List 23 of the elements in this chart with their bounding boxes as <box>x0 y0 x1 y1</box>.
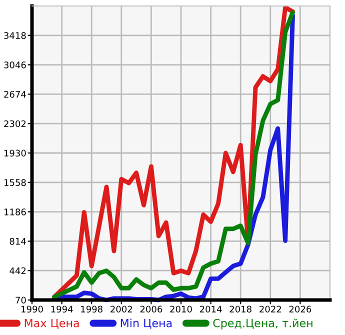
legend-label: Min Цена <box>120 318 172 329</box>
y-tick-label: 814 <box>10 238 26 245</box>
x-tick-label: 2010 <box>170 306 192 313</box>
y-tick-label: 3046 <box>4 62 26 68</box>
x-tick-label: 2022 <box>260 306 281 313</box>
y-tick-label: 2302 <box>4 120 26 128</box>
x-tick-label: 2002 <box>110 306 132 313</box>
x-tick-label: 2026 <box>289 306 312 313</box>
y-tick-label: 1558 <box>4 179 26 186</box>
x-tick-label: 2014 <box>200 306 222 313</box>
y-tick-label: 3418 <box>4 32 26 39</box>
x-tick-label: 1998 <box>81 306 102 313</box>
legend-label: Сред.Цена, т.йен <box>213 318 312 330</box>
x-tick-label: 2006 <box>140 306 162 313</box>
y-tick-label: 2674 <box>4 90 26 98</box>
y-tick-label: 70 <box>16 296 26 304</box>
x-tick-label: 1990 <box>22 306 43 313</box>
x-tick-label: 1994 <box>51 306 73 313</box>
x-tick-label: 2018 <box>230 306 252 313</box>
y-tick-label: 442 <box>10 267 26 274</box>
legend-label: Max Цена <box>24 319 79 329</box>
y-tick-label: 1930 <box>4 150 26 157</box>
y-tick-label: 1186 <box>4 208 26 216</box>
